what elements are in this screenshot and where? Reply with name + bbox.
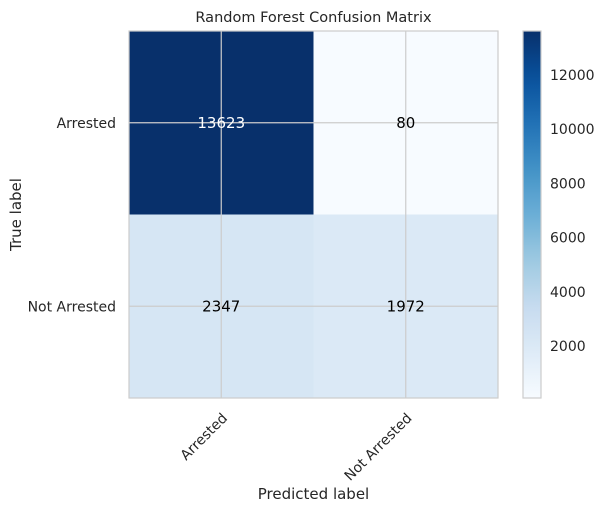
y-tick-label: Not Arrested [28, 299, 116, 315]
cell-value-label: 13623 [197, 114, 245, 132]
cell-value-label: 80 [396, 114, 415, 132]
colorbar-tick-label: 6000 [550, 231, 586, 247]
colorbar-tick-label: 2000 [550, 339, 586, 355]
colorbar-gradient [522, 30, 542, 399]
colorbar: 2000 4000 6000 8000 10000 12000 [522, 30, 595, 399]
x-axis-title: Predicted label [258, 485, 369, 503]
colorbar-tick-label: 8000 [550, 176, 586, 192]
colorbar-tick-label: 10000 [550, 122, 595, 138]
chart-title: Random Forest Confusion Matrix [195, 10, 432, 26]
cell-value-label: 1972 [387, 297, 425, 315]
y-axis-title: True label [7, 178, 25, 252]
heatmap-cells [129, 31, 498, 398]
grid-lines [129, 31, 498, 398]
colorbar-tick-label: 4000 [550, 285, 586, 301]
plot-frame [128, 30, 499, 399]
cell-value-labels: 13623 80 2347 1972 [197, 114, 424, 316]
colorbar-tick-label: 12000 [550, 68, 595, 84]
y-tick-labels: Arrested Not Arrested [28, 116, 116, 316]
cell-value-label: 2347 [202, 297, 240, 315]
x-tick-labels: Arrested Not Arrested [178, 410, 416, 484]
x-tick-label: Not Arrested [342, 410, 416, 484]
x-tick-label: Arrested [178, 410, 231, 463]
y-tick-label: Arrested [57, 116, 116, 132]
